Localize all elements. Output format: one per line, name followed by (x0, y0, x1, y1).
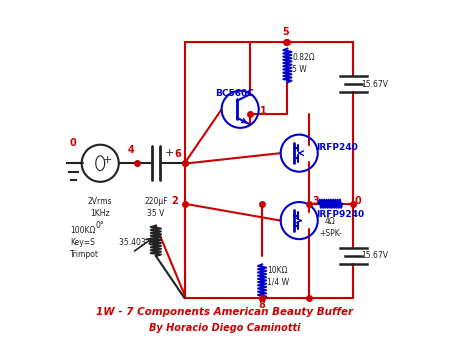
Text: BC560C: BC560C (215, 89, 254, 98)
Text: 1: 1 (261, 106, 267, 116)
Text: 0: 0 (70, 138, 76, 148)
Text: 10KΩ
1/4 W: 10KΩ 1/4 W (267, 266, 289, 287)
Text: 1W - 7 Components American Beauty Buffer: 1W - 7 Components American Beauty Buffer (96, 307, 354, 317)
Text: 6: 6 (175, 149, 181, 158)
Text: IRFP240: IRFP240 (316, 143, 358, 152)
Text: 0: 0 (355, 196, 362, 206)
Text: 220µF
35 V: 220µF 35 V (144, 197, 168, 218)
Text: 2Vrms
1KHz
0°: 2Vrms 1KHz 0° (88, 197, 112, 230)
Text: 35.403 %: 35.403 % (119, 238, 155, 247)
Text: 4: 4 (127, 145, 134, 155)
Text: +: + (165, 148, 174, 158)
Text: 15.67V: 15.67V (362, 252, 388, 260)
Text: By Horacio Diego Caminotti: By Horacio Diego Caminotti (149, 323, 301, 334)
Text: 4Ω
+SPK-: 4Ω +SPK- (319, 217, 342, 238)
Text: IRFP9240: IRFP9240 (316, 210, 364, 219)
Text: 2: 2 (171, 196, 178, 206)
Text: 8: 8 (259, 300, 266, 310)
Text: 100KΩ
Key=S
Trimpot: 100KΩ Key=S Trimpot (70, 226, 99, 259)
Text: 5: 5 (282, 27, 289, 37)
Text: 3: 3 (313, 196, 320, 206)
Text: 15.67V: 15.67V (362, 80, 388, 88)
Text: 0.82Ω
5 W: 0.82Ω 5 W (292, 53, 315, 74)
Text: +: + (102, 155, 112, 165)
